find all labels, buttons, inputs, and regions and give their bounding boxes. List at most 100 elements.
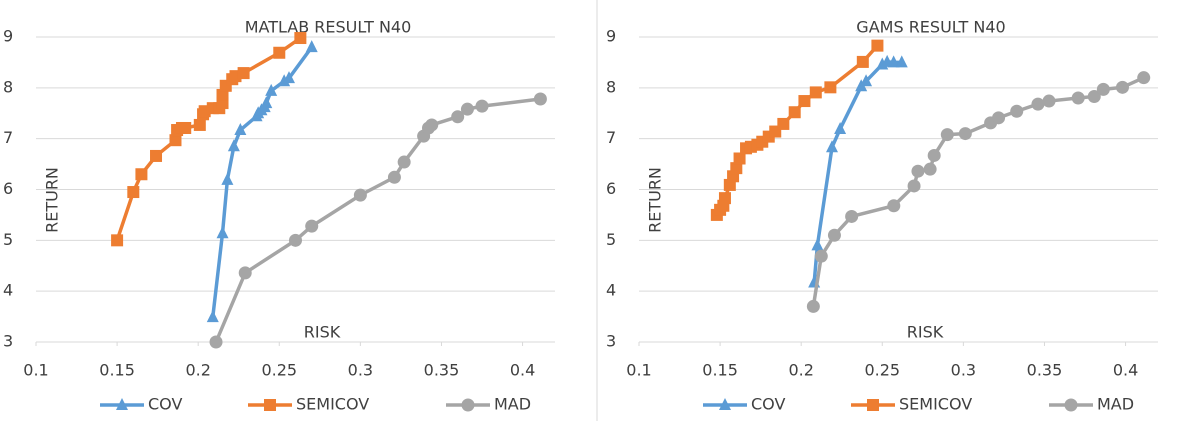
marker — [887, 199, 901, 213]
marker — [856, 55, 869, 68]
marker — [895, 55, 908, 68]
legend-label: MAD — [494, 395, 531, 414]
marker — [911, 164, 925, 178]
marker — [719, 398, 731, 410]
marker — [216, 226, 229, 239]
y-tick-label: 3 — [3, 332, 13, 351]
marker — [289, 233, 302, 247]
marker — [845, 209, 859, 223]
marker — [116, 398, 128, 410]
y-tick-label: 5 — [3, 230, 13, 249]
y-tick-label: 9 — [3, 27, 13, 46]
marker — [397, 155, 411, 169]
x-tick-label: 0.3 — [951, 361, 976, 380]
marker — [1087, 89, 1101, 103]
marker — [238, 266, 252, 280]
marker — [179, 121, 192, 134]
marker — [718, 192, 731, 205]
marker — [730, 162, 743, 175]
marker — [475, 99, 489, 113]
marker — [907, 179, 921, 193]
marker — [227, 139, 240, 152]
chart-title: MATLAB RESULT N40 — [245, 18, 412, 37]
y-axis-label: RETURN — [646, 167, 665, 233]
marker — [216, 88, 229, 101]
y-tick-label: 5 — [606, 230, 616, 249]
y-tick-label: 8 — [3, 77, 13, 96]
x-axis-label: RISK — [907, 323, 944, 342]
marker — [1010, 104, 1024, 118]
y-tick-label: 9 — [606, 27, 616, 46]
marker — [860, 74, 873, 87]
marker — [305, 40, 318, 53]
chart: 3 4 5 6 7 8 9 0.1 0.15 0.2 0.25 0.3 0.35 0.4 MATLAB RE… — [3, 18, 555, 414]
y-tick-label: 4 — [3, 281, 13, 300]
x-tick-label: 0.35 — [424, 361, 460, 380]
y-tick-label: 6 — [606, 179, 616, 198]
marker — [451, 110, 465, 124]
marker — [992, 111, 1006, 125]
marker — [958, 127, 972, 141]
y-axis-label: RETURN — [43, 167, 62, 233]
marker — [209, 335, 223, 349]
marker — [1064, 398, 1078, 412]
marker — [871, 39, 884, 52]
marker — [827, 228, 841, 242]
x-tick-label: 0.15 — [702, 361, 738, 380]
marker — [1042, 94, 1056, 108]
marker — [733, 152, 746, 165]
marker — [273, 46, 286, 59]
x-tick-label: 0.1 — [23, 361, 48, 380]
marker — [150, 149, 163, 162]
legend-label: SEMICOV — [899, 395, 972, 414]
x-tick-label: 0.1 — [626, 361, 651, 380]
marker — [206, 310, 219, 323]
marker — [806, 299, 820, 313]
marker — [940, 128, 954, 142]
marker — [237, 67, 250, 80]
marker — [294, 32, 307, 45]
y-tick-label: 3 — [606, 332, 616, 351]
marker — [867, 399, 879, 411]
marker — [811, 238, 824, 251]
marker — [111, 234, 124, 247]
marker — [425, 118, 439, 132]
y-tick-label: 4 — [606, 281, 616, 300]
legend-label: SEMICOV — [296, 395, 369, 414]
marker — [221, 172, 234, 185]
marker — [1096, 82, 1110, 96]
marker — [169, 134, 182, 147]
marker — [1137, 71, 1151, 85]
marker — [788, 106, 801, 119]
marker — [461, 398, 475, 412]
legend-label: COV — [751, 395, 785, 414]
y-tick-label: 8 — [606, 77, 616, 96]
marker — [814, 249, 828, 263]
x-tick-label: 0.2 — [185, 361, 210, 380]
marker — [460, 102, 474, 116]
x-tick-label: 0.15 — [99, 361, 135, 380]
marker — [127, 186, 140, 199]
chart: 3 4 5 6 7 8 9 0.1 0.15 0.2 0.25 0.3 0.35 0.4 GAMS RESU… — [606, 18, 1158, 414]
marker — [826, 140, 839, 153]
marker — [265, 83, 278, 96]
x-tick-label: 0.25 — [864, 361, 900, 380]
marker — [278, 74, 291, 87]
x-axis-label: RISK — [304, 323, 341, 342]
marker — [193, 118, 206, 131]
y-tick-label: 7 — [606, 128, 616, 147]
marker — [824, 81, 837, 94]
marker — [353, 188, 367, 202]
marker — [1115, 80, 1129, 94]
legend-label: COV — [148, 395, 182, 414]
x-tick-label: 0.3 — [348, 361, 373, 380]
marker — [798, 95, 811, 108]
marker — [1031, 97, 1045, 111]
marker — [283, 71, 296, 84]
marker — [809, 86, 822, 99]
chart-title: GAMS RESULT N40 — [856, 18, 1005, 37]
y-tick-label: 6 — [3, 179, 13, 198]
marker — [234, 123, 247, 136]
marker — [260, 96, 273, 109]
